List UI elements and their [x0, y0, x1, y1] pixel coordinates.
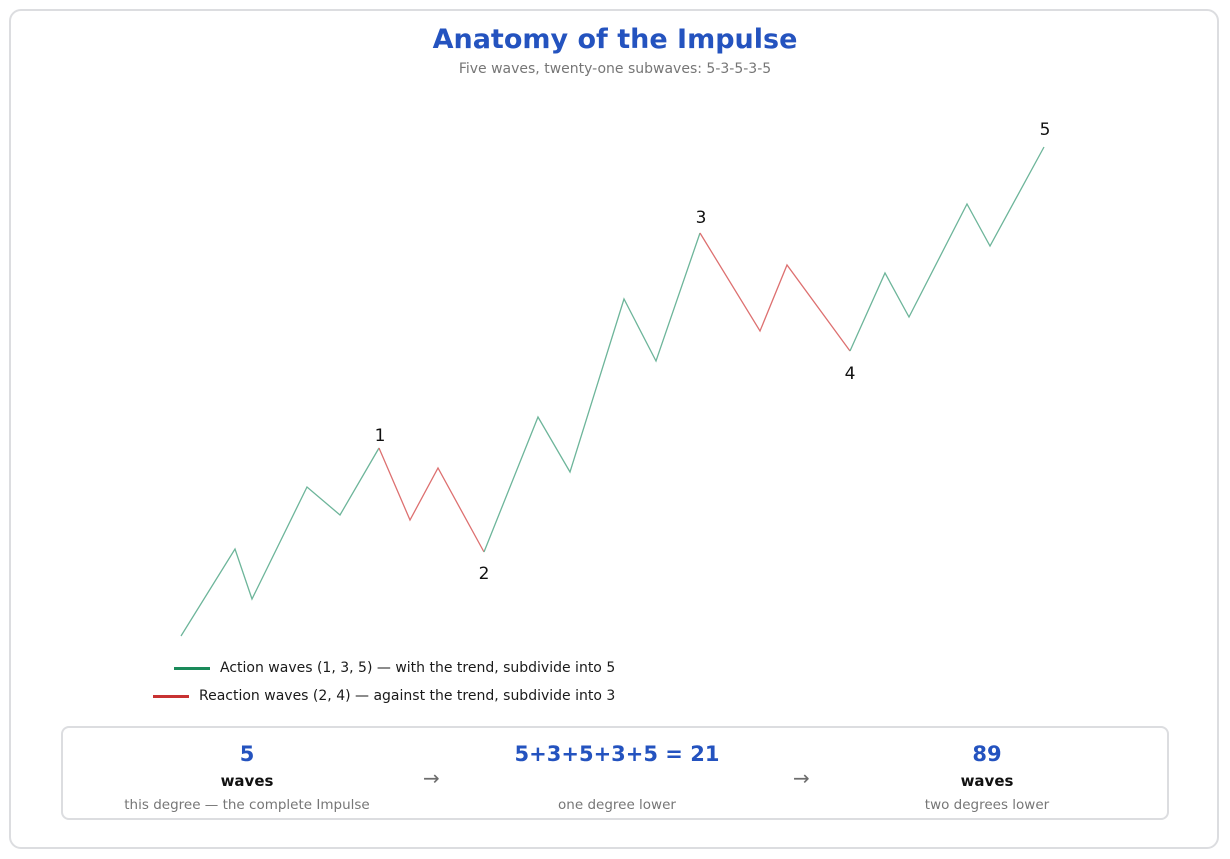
- card-frame: [9, 9, 1219, 849]
- arrow-icon: →: [793, 766, 810, 790]
- wave-4-label: 4: [845, 364, 856, 384]
- summary-value: 5+3+5+3+5 = 21: [514, 742, 720, 766]
- wave-1-path: [180, 447, 380, 637]
- legend-reaction-swatch: [153, 694, 189, 698]
- summary-description: this degree — the complete Impulse: [124, 797, 370, 813]
- wave-2-path: [378, 447, 485, 553]
- summary-panel: 5 waves this degree — the complete Impul…: [61, 726, 1169, 820]
- wave-2-label: 2: [479, 564, 490, 584]
- wave-3-label: 3: [696, 208, 707, 228]
- summary-description: two degrees lower: [924, 797, 1050, 813]
- page-subtitle: Five waves, twenty-one subwaves: 5-3-5-3…: [458, 61, 772, 77]
- summary-value: 89: [972, 742, 1002, 766]
- summary-description: one degree lower: [558, 797, 676, 813]
- wave-5-path: [849, 146, 1045, 352]
- summary-unit: waves: [220, 772, 274, 790]
- wave-4-path: [699, 232, 851, 352]
- wave-3-path: [483, 232, 701, 553]
- wave-1-label: 1: [375, 426, 386, 446]
- arrow-icon: →: [423, 766, 440, 790]
- wave-5-label: 5: [1040, 120, 1051, 140]
- page-title: Anatomy of the Impulse: [432, 24, 798, 55]
- legend-action: Action waves (1, 3, 5) — with the trend,…: [174, 660, 615, 676]
- summary-value: 5: [239, 742, 255, 766]
- legend-action-text: Action waves (1, 3, 5) — with the trend,…: [220, 660, 616, 676]
- legend-reaction: Reaction waves (2, 4) — against the tren…: [153, 688, 615, 704]
- legend-action-swatch: [174, 666, 210, 670]
- summary-unit: waves: [960, 772, 1014, 790]
- legend-reaction-text: Reaction waves (2, 4) — against the tren…: [199, 688, 616, 704]
